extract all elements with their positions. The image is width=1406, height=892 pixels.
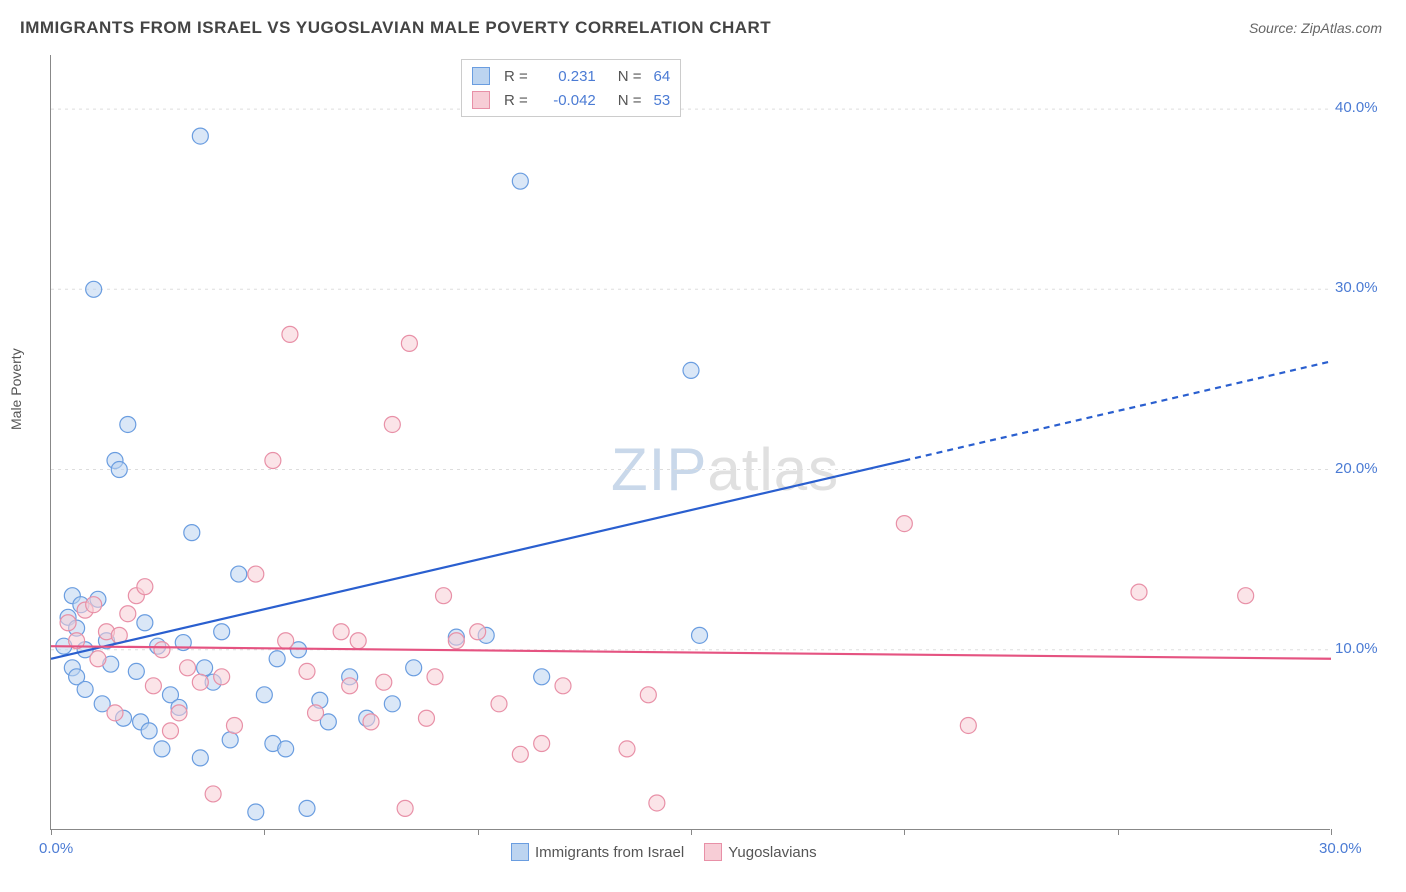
series-legend-item: Yugoslavians: [704, 843, 816, 861]
x-tick-mark: [478, 829, 479, 835]
legend-n-label: N =: [618, 68, 642, 85]
legend-r-label: R =: [504, 68, 528, 85]
legend-swatch: [472, 67, 490, 85]
y-axis-label: Male Poverty: [8, 348, 24, 430]
series-legend-item: Immigrants from Israel: [511, 843, 684, 861]
legend-n-value: 53: [654, 92, 671, 109]
chart-svg: [51, 55, 1330, 829]
x-tick-mark: [1331, 829, 1332, 835]
x-tick-mark: [1118, 829, 1119, 835]
y-tick-label: 30.0%: [1335, 279, 1390, 296]
x-tick-mark: [691, 829, 692, 835]
y-tick-label: 20.0%: [1335, 460, 1390, 477]
y-tick-label: 10.0%: [1335, 640, 1390, 657]
legend-swatch: [704, 843, 722, 861]
series-legend: Immigrants from Israel Yugoslavians: [511, 843, 817, 861]
legend-r-label: R =: [504, 92, 528, 109]
x-tick-mark: [51, 829, 52, 835]
x-tick-label: 0.0%: [39, 840, 73, 857]
x-tick-mark: [264, 829, 265, 835]
legend-swatch: [472, 91, 490, 109]
series-legend-label: Immigrants from Israel: [535, 844, 684, 861]
source-attribution: Source: ZipAtlas.com: [1249, 20, 1382, 36]
x-tick-mark: [904, 829, 905, 835]
series-legend-label: Yugoslavians: [728, 844, 816, 861]
legend-correlation-row: R = 0.231 N = 64: [472, 64, 670, 88]
legend-correlation-row: R = -0.042 N = 53: [472, 88, 670, 112]
legend-r-value: -0.042: [536, 92, 596, 109]
x-tick-label: 30.0%: [1319, 840, 1362, 857]
correlation-legend: R = 0.231 N = 64 R = -0.042 N = 53: [461, 59, 681, 117]
plot-area: ZIPatlas R =0.231N =64R =-0.042N =53 Imm…: [50, 55, 1330, 830]
legend-n-label: N =: [618, 92, 642, 109]
y-tick-label: 40.0%: [1335, 99, 1390, 116]
legend-r-value: 0.231: [536, 68, 596, 85]
legend-swatch: [511, 843, 529, 861]
legend-n-value: 64: [654, 68, 671, 85]
chart-title: IMMIGRANTS FROM ISRAEL VS YUGOSLAVIAN MA…: [20, 18, 771, 38]
